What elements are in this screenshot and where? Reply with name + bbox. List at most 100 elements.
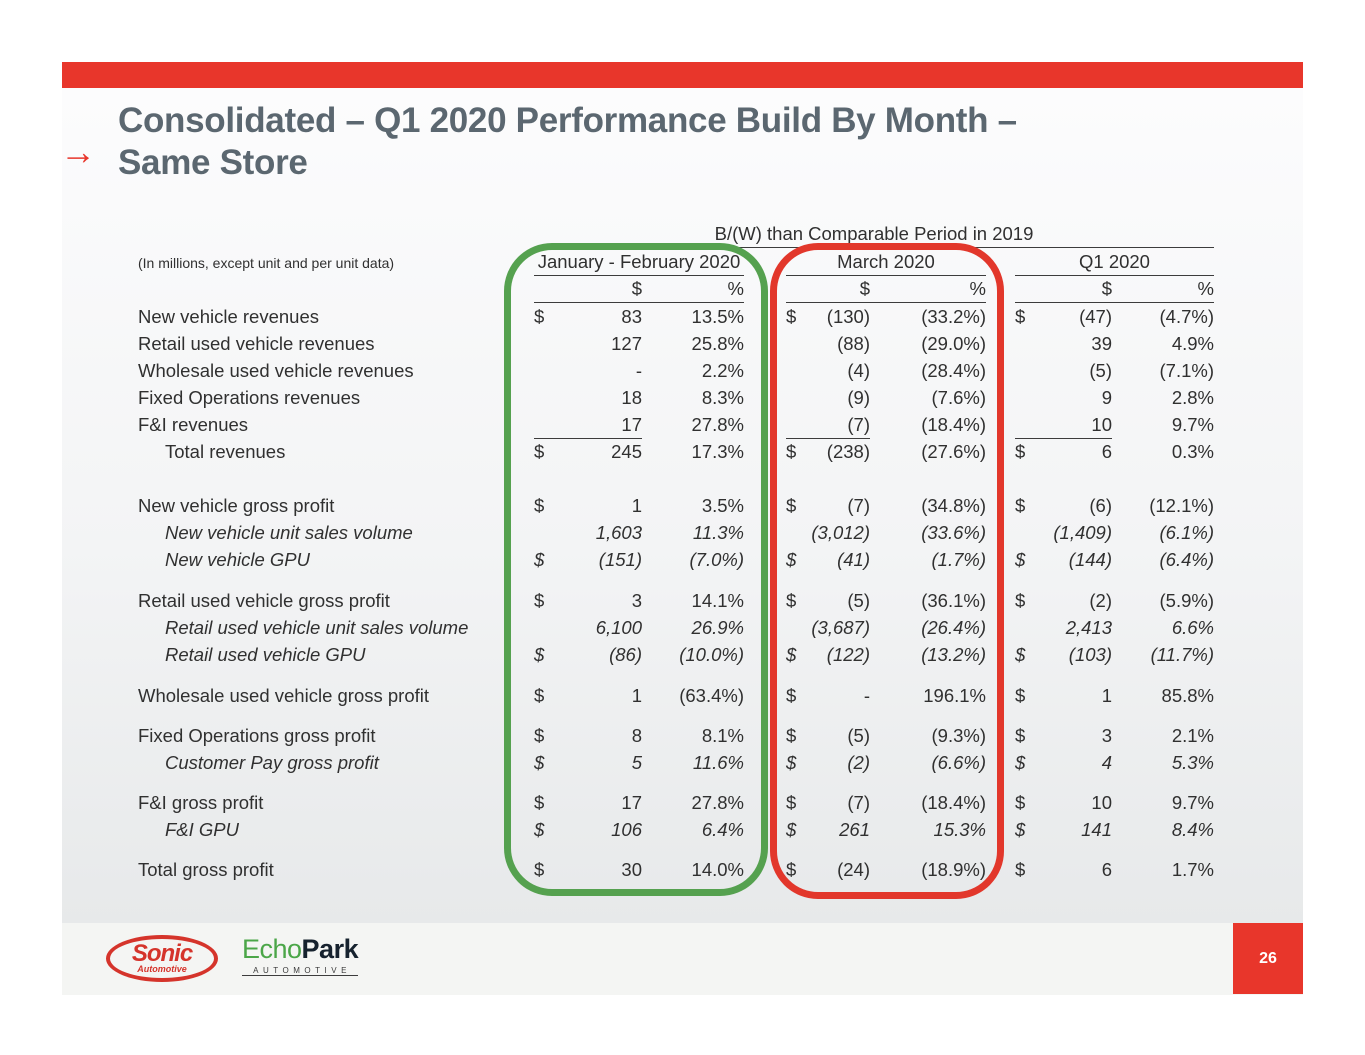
row-label: Wholesale used vehicle gross profit	[138, 684, 430, 706]
cell-dollar: $	[786, 751, 797, 773]
cell-dollar: $	[534, 684, 545, 706]
section-spacer	[138, 709, 1214, 722]
cell-dollar: $	[786, 684, 797, 706]
row-label: F&I revenues	[138, 413, 249, 435]
cell-dollar	[1015, 519, 1043, 546]
cell-value: 39	[1091, 332, 1112, 354]
cell-percent: (63.4%)	[679, 684, 744, 706]
cell-percent: (18.4%)	[921, 791, 986, 813]
table-row: Wholesale used vehicle revenues - 2.2% (4) (…	[138, 357, 1214, 384]
column-gap	[986, 587, 1015, 614]
table-row: Total revenues $245 17.3% $ (238) (27.6%) $6 0.…	[138, 438, 1214, 465]
row-label: New vehicle revenues	[138, 305, 319, 327]
cell-dollar	[534, 330, 562, 357]
echopark-subtext: AUTOMOTIVE	[242, 966, 359, 976]
column-gap	[744, 546, 786, 573]
cell-dollar: $	[534, 589, 545, 611]
table-row: New vehicle unit sales volume 1,603 11.3% (…	[138, 519, 1214, 546]
column-gap	[986, 856, 1015, 883]
column-gap	[986, 519, 1015, 546]
cell-dollar: $	[1015, 791, 1026, 813]
cell-percent: 13.5%	[691, 305, 744, 327]
cell-value: 10	[1091, 791, 1112, 813]
column-gap	[744, 722, 786, 749]
dollar-column-header: $	[562, 276, 642, 303]
cell-value: (122)	[826, 643, 870, 665]
row-label: Total gross profit	[138, 858, 274, 880]
subheader-gap	[1015, 276, 1043, 303]
table-row: New vehicle revenues $83 13.5% $ (130) (33.2%…	[138, 303, 1214, 330]
row-label: F&I gross profit	[138, 791, 264, 813]
cell-value: 83	[621, 305, 642, 327]
cell-value: (7)	[847, 413, 870, 435]
cell-value: 10	[1091, 413, 1112, 435]
column-gap	[744, 614, 786, 641]
cell-percent: 8.3%	[701, 386, 744, 408]
echopark-word-echo: Echo	[242, 934, 302, 964]
cell-percent: 17.3%	[691, 440, 744, 462]
cell-percent: (33.2%)	[921, 305, 986, 327]
cell-percent: 14.0%	[691, 858, 744, 880]
cell-value: (9)	[847, 386, 870, 408]
cell-percent: 9.7%	[1171, 413, 1214, 435]
cell-value: (5)	[1089, 359, 1112, 381]
cell-value: (4)	[847, 359, 870, 381]
cell-dollar: $	[1015, 643, 1026, 665]
row-label: F&I GPU	[165, 818, 240, 840]
row-label: Total revenues	[165, 440, 286, 462]
cell-value: 17	[621, 791, 642, 813]
cell-value: (2)	[1089, 589, 1112, 611]
cell-percent: (6.6%)	[931, 751, 987, 773]
cell-percent: 26.9%	[691, 616, 744, 638]
cell-dollar	[1015, 411, 1043, 438]
cell-value: (3,687)	[811, 616, 870, 638]
table-note: (In millions, except unit and per unit d…	[138, 255, 395, 271]
cell-dollar: $	[1015, 438, 1043, 465]
cell-dollar	[786, 357, 814, 384]
cell-percent: (26.4%)	[921, 616, 986, 638]
column-gap	[744, 411, 786, 438]
sonic-automotive-logo: Sonic Automotive	[106, 935, 218, 982]
row-label: Fixed Operations gross profit	[138, 724, 376, 746]
cell-dollar: $	[534, 643, 545, 665]
cell-dollar: $	[786, 548, 797, 570]
cell-dollar: $	[534, 818, 545, 840]
table-row: Retail used vehicle GPU $ (86) (10.0%) $ (122…	[138, 641, 1214, 668]
dollar-column-header: $	[814, 276, 870, 303]
cell-value: 9	[1101, 386, 1112, 408]
cell-value: (7)	[847, 494, 870, 516]
cell-value: 1	[1101, 684, 1112, 706]
cell-percent: (7.6%)	[931, 386, 987, 408]
row-label: New vehicle unit sales volume	[165, 521, 413, 543]
cell-value: (1,409)	[1053, 521, 1112, 543]
page-number: 26	[1259, 949, 1277, 967]
cell-percent: (6.4%)	[1159, 548, 1215, 570]
cell-value: (41)	[837, 548, 870, 570]
slide-footer: Sonic Automotive EchoPark AUTOMOTIVE 26	[62, 923, 1303, 995]
cell-dollar: $	[1015, 548, 1026, 570]
cell-dollar: $	[534, 438, 562, 465]
cell-value: (238)	[814, 438, 870, 465]
column-gap	[986, 816, 1015, 843]
cell-percent: 8.4%	[1171, 818, 1214, 840]
cell-value: 17	[621, 413, 642, 435]
cell-percent: 9.7%	[1171, 791, 1214, 813]
group-header-q1-2020: Q1 2020	[1015, 248, 1214, 276]
page-title-line1: Consolidated – Q1 2020 Performance Build…	[118, 101, 1017, 140]
cell-percent: (5.9%)	[1159, 589, 1215, 611]
row-label: Customer Pay gross profit	[165, 751, 379, 773]
cell-value: (24)	[837, 858, 870, 880]
cell-percent: 5.3%	[1171, 751, 1214, 773]
table-row: Fixed Operations revenues 18 8.3% (9) (7.6%)…	[138, 384, 1214, 411]
cell-dollar: $	[786, 643, 797, 665]
cell-value: (144)	[1068, 548, 1112, 570]
cell-value: -	[635, 359, 642, 381]
echopark-logo: EchoPark AUTOMOTIVE	[242, 934, 359, 976]
column-gap	[986, 276, 1015, 303]
cell-dollar: $	[1015, 818, 1026, 840]
cell-dollar: $	[1015, 724, 1026, 746]
cell-value: 4	[1101, 751, 1112, 773]
cell-percent: 2.2%	[701, 359, 744, 381]
table-group-header-row: (In millions, except unit and per unit d…	[138, 248, 1214, 276]
cell-percent: (9.3%)	[931, 724, 987, 746]
